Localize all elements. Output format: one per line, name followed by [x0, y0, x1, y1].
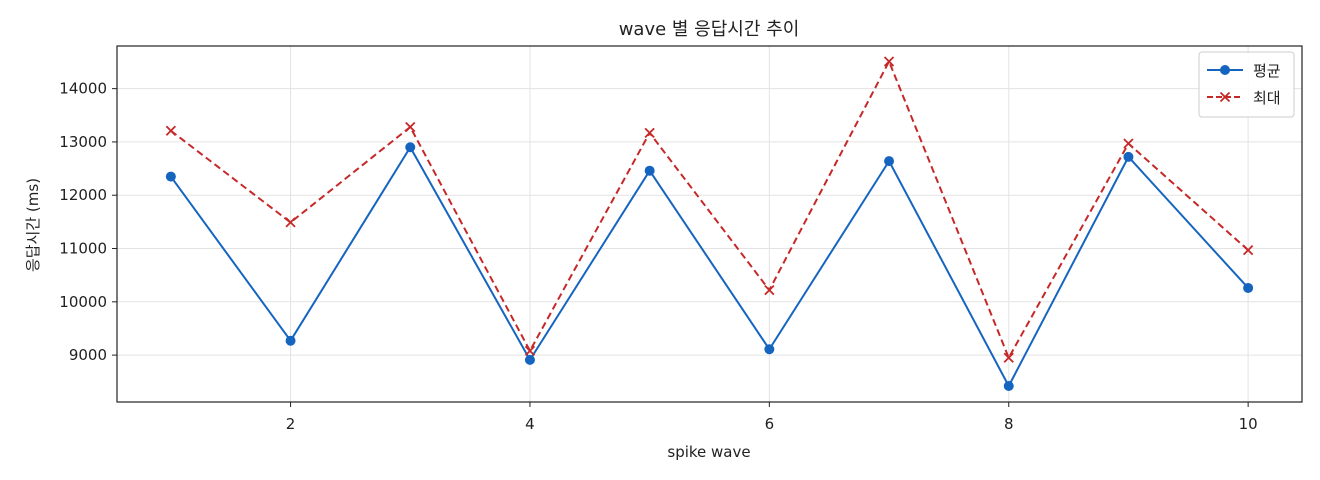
y-tick-label: 12000 [59, 186, 107, 204]
x-marker-stroke [165, 125, 177, 136]
data-point [285, 217, 296, 228]
x-marker-stroke [405, 121, 416, 133]
x-marker-stroke [1219, 91, 1231, 103]
x-tick-label: 8 [1004, 415, 1014, 433]
y-tick-label: 14000 [59, 80, 107, 98]
chart-title: wave 별 응답시간 추이 [619, 19, 800, 40]
data-point [883, 56, 895, 67]
legend-label: 최대 [1253, 89, 1281, 107]
y-axis-label: 응답시간 (ms) [24, 178, 42, 272]
data-point [1243, 282, 1254, 293]
x-marker-stroke [644, 127, 655, 139]
x-marker-stroke [1003, 352, 1014, 363]
series-1 [165, 142, 1254, 392]
x-axis-ticks: 2 4 6 8 10 [286, 402, 1258, 433]
x-marker-stroke [1242, 244, 1254, 256]
x-axis-label: spike wave [667, 443, 750, 461]
y-tick-label: 9000 [69, 346, 107, 364]
data-point [405, 121, 416, 133]
x-marker-stroke [285, 217, 296, 228]
series-2 [165, 56, 1254, 363]
x-marker-stroke [764, 284, 775, 296]
x-tick-label: 10 [1239, 415, 1258, 433]
legend-marker [1220, 65, 1230, 75]
data-point [1003, 352, 1014, 363]
data-point [1123, 138, 1134, 149]
y-axis-ticks: 9000 10000 11000 12000 13000 14000 [59, 80, 117, 364]
plot-area-frame [116, 45, 1303, 403]
y-tick-label: 11000 [59, 240, 107, 258]
legend-item: 최대 [1207, 89, 1281, 107]
grid-lines [117, 46, 1302, 402]
data-point [165, 125, 177, 136]
data-point [764, 344, 775, 355]
data-point [1242, 244, 1254, 256]
data-point [405, 142, 416, 153]
data-point [165, 171, 176, 182]
x-tick-label: 4 [525, 415, 535, 433]
legend-label: 평균 [1253, 62, 1281, 80]
x-tick-label: 6 [765, 415, 775, 433]
data-point [764, 284, 775, 296]
data-point [524, 345, 536, 356]
data-point [1003, 381, 1014, 392]
x-marker-stroke [883, 56, 895, 67]
y-tick-label: 10000 [59, 293, 107, 311]
series-line [170, 146, 1249, 388]
data-point [644, 127, 655, 139]
x-marker-stroke [1123, 138, 1134, 149]
data-point [644, 165, 655, 176]
data-point [1123, 151, 1134, 162]
x-tick-label: 2 [286, 415, 296, 433]
legend-item: 평균 [1207, 62, 1281, 80]
series-line [170, 60, 1249, 359]
x-marker-stroke [524, 345, 536, 356]
legend-marker [1219, 91, 1231, 103]
series-layer [165, 56, 1254, 392]
data-point [285, 335, 296, 346]
data-point [524, 354, 535, 365]
y-tick-label: 13000 [59, 133, 107, 151]
data-point [884, 156, 895, 167]
